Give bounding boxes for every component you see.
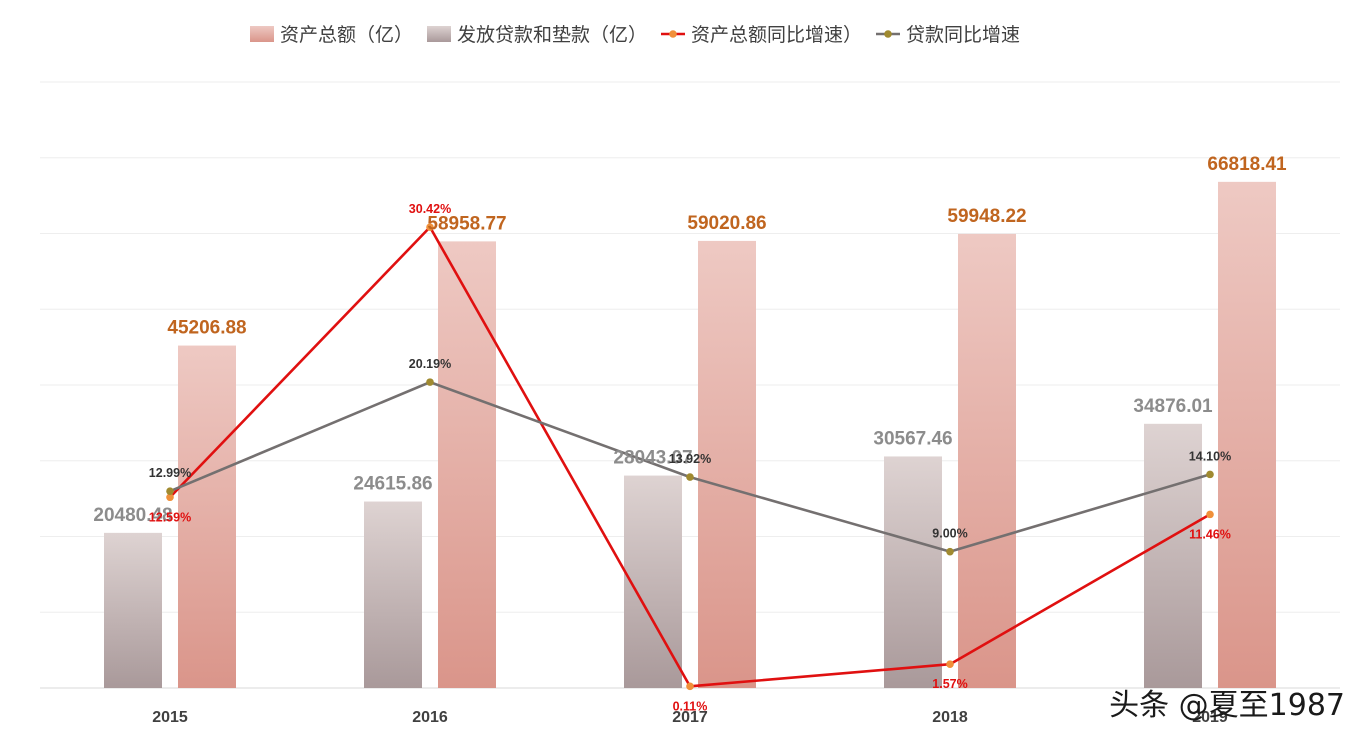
legend-label: 贷款同比增速 [906, 24, 1020, 46]
asset-bar-label: 58958.77 [427, 213, 506, 234]
legend-swatch [427, 26, 451, 42]
loan-growth-point [946, 547, 954, 556]
loan-growth-label: 20.19% [409, 357, 451, 371]
asset-bar-label: 59948.22 [947, 206, 1026, 227]
legend-marker [884, 30, 892, 38]
asset-bar [698, 240, 756, 688]
asset-bar [178, 345, 236, 688]
x-axis-ticks: 2015 2016 2017 2018 2019 [152, 709, 1228, 726]
loan-bar-label: 28043.07 [613, 448, 692, 469]
asset-growth-point [686, 682, 694, 691]
loan-bar-label: 20480.48 [93, 505, 172, 526]
loan-bar-label: 34876.01 [1133, 396, 1213, 417]
legend-marker [669, 30, 677, 38]
x-tick-label: 2019 [1192, 709, 1228, 726]
legend-item: 发放贷款和垫款（亿） [427, 24, 647, 46]
loan-bar-label: 24615.86 [353, 474, 432, 495]
legend: 资产总额（亿） 发放贷款和垫款（亿） 资产总额同比增速） 贷款同比增速 [250, 24, 1020, 46]
asset-bar-label: 45206.88 [167, 318, 246, 339]
bars [104, 181, 1276, 689]
loan-growth-label: 12.99% [149, 466, 191, 480]
asset-growth-point [946, 660, 954, 669]
loan-bar-label: 30567.46 [873, 428, 952, 449]
legend-label: 资产总额同比增速） [691, 24, 862, 46]
loan-bar [884, 456, 942, 688]
asset-growth-label: 30.42% [409, 202, 451, 216]
asset-growth-label: 12.59% [149, 510, 191, 524]
legend-item: 贷款同比增速 [876, 24, 1020, 46]
legend-label: 发放贷款和垫款（亿） [457, 24, 647, 46]
asset-growth-point [1206, 510, 1214, 519]
loan-growth-label: 14.10% [1189, 449, 1231, 463]
legend-item: 资产总额同比增速） [661, 24, 862, 46]
loan-growth-point [166, 487, 174, 496]
x-tick-label: 2017 [672, 709, 708, 726]
line-series [166, 223, 1214, 691]
asset-growth-label: 0.11% [673, 699, 708, 713]
x-tick-label: 2015 [152, 709, 188, 726]
asset-growth-label: 1.57% [932, 677, 967, 691]
data-labels: 20480.48 24615.86 28043.07 30567.46 34876.01… [93, 154, 1287, 713]
asset-bar-label: 59020.86 [687, 213, 766, 234]
asset-bar-label: 66818.41 [1207, 154, 1287, 175]
asset-bar [958, 233, 1016, 689]
loan-growth-point [426, 378, 434, 386]
loan-bar [1144, 423, 1202, 688]
loan-bar [104, 532, 162, 688]
watermark-text: 头条 @夏至1987 [1109, 688, 1345, 723]
legend-item: 资产总额（亿） [250, 24, 413, 46]
x-tick-label: 2016 [412, 709, 448, 726]
loan-bar [364, 501, 422, 688]
asset-bar [438, 241, 496, 688]
x-tick-label: 2018 [932, 709, 968, 726]
legend-label: 资产总额（亿） [280, 24, 413, 46]
asset-growth-point [166, 493, 174, 502]
loan-growth-point [1206, 470, 1214, 479]
asset-growth-point [426, 223, 434, 231]
legend-swatch [250, 26, 274, 42]
loan-growth-point [686, 473, 694, 481]
asset-growth-label: 11.46% [1189, 527, 1231, 541]
asset-bar [1218, 181, 1276, 689]
loan-growth-label: 13.92% [669, 452, 711, 466]
loan-growth-label: 9.00% [932, 527, 967, 541]
